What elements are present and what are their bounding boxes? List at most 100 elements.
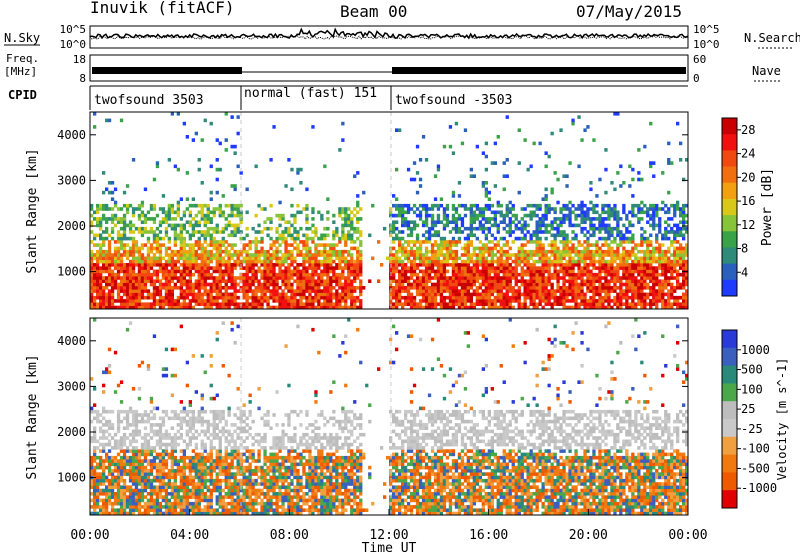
heatmap-cell bbox=[368, 279, 372, 283]
heatmap-cell bbox=[284, 259, 288, 264]
heatmap-cell bbox=[404, 203, 408, 208]
heatmap-cell bbox=[105, 220, 109, 224]
heatmap-cell bbox=[102, 302, 106, 306]
heatmap-cell bbox=[595, 217, 599, 221]
heatmap-cell bbox=[649, 305, 653, 309]
heatmap-cell bbox=[481, 289, 485, 293]
heatmap-cell bbox=[110, 213, 115, 218]
heatmap-cell bbox=[146, 246, 151, 251]
heatmap-cell bbox=[415, 233, 420, 238]
heatmap-cell bbox=[344, 276, 348, 280]
heatmap-cell bbox=[227, 276, 231, 280]
heatmap-cell bbox=[326, 253, 330, 257]
heatmap-cell bbox=[667, 279, 671, 283]
heatmap-cell bbox=[595, 226, 599, 231]
heatmap-cell bbox=[673, 295, 677, 300]
heatmap-cell bbox=[122, 501, 127, 506]
heatmap-cell bbox=[323, 272, 327, 277]
heatmap-cell bbox=[568, 223, 572, 228]
heatmap-cell bbox=[502, 249, 506, 254]
heatmap-cell bbox=[430, 276, 435, 280]
heatmap-cell bbox=[685, 305, 688, 309]
heatmap-cell bbox=[233, 286, 237, 290]
heatmap-cell bbox=[595, 194, 599, 198]
heatmap-cell bbox=[350, 217, 354, 221]
heatmap-cell bbox=[257, 279, 261, 283]
heatmap-cell bbox=[616, 217, 620, 221]
heatmap-cell bbox=[140, 295, 145, 300]
heatmap-cell bbox=[155, 276, 160, 280]
heatmap-cell bbox=[535, 220, 539, 224]
heatmap-cell bbox=[406, 282, 411, 287]
heatmap-cell bbox=[499, 220, 503, 224]
heatmap-cell bbox=[134, 240, 139, 244]
heatmap-cell bbox=[502, 266, 506, 270]
heatmap-cell bbox=[119, 240, 124, 244]
heatmap-cell bbox=[323, 295, 327, 300]
heatmap-cell bbox=[93, 403, 97, 407]
heatmap-cell bbox=[445, 276, 450, 280]
heatmap-cell bbox=[305, 233, 309, 238]
heatmap-cell bbox=[607, 207, 611, 211]
heatmap-cell bbox=[161, 236, 166, 241]
heatmap-cell bbox=[110, 446, 115, 450]
heatmap-cell bbox=[272, 299, 276, 303]
heatmap-cell bbox=[119, 207, 124, 211]
heatmap-cell bbox=[215, 240, 219, 244]
heatmap-cell bbox=[338, 253, 342, 257]
heatmap-cell bbox=[344, 282, 348, 287]
heatmap-cell bbox=[676, 305, 680, 309]
heatmap-cell bbox=[559, 299, 563, 303]
heatmap-cell bbox=[263, 226, 267, 231]
heatmap-cell bbox=[102, 269, 106, 274]
heatmap-cell bbox=[517, 295, 521, 300]
heatmap-cell bbox=[604, 295, 608, 300]
heatmap-cell bbox=[239, 259, 243, 264]
heatmap-cell bbox=[260, 302, 264, 306]
heatmap-cell bbox=[487, 289, 491, 293]
heatmap-cell bbox=[637, 279, 641, 283]
heatmap-cell bbox=[134, 302, 139, 306]
heatmap-cell bbox=[102, 469, 106, 473]
heatmap-cell bbox=[583, 217, 587, 221]
heatmap-cell bbox=[176, 269, 180, 274]
heatmap-cell bbox=[577, 263, 581, 267]
heatmap-cell bbox=[556, 217, 560, 221]
heatmap-cell bbox=[347, 269, 351, 274]
heatmap-cell bbox=[643, 236, 647, 241]
heatmap-cell bbox=[203, 253, 207, 257]
heatmap-cell bbox=[335, 299, 339, 303]
heatmap-cell bbox=[99, 233, 103, 238]
heatmap-cell bbox=[484, 243, 488, 247]
heatmap-cell bbox=[122, 279, 127, 283]
heatmap-cell bbox=[203, 213, 207, 218]
heatmap-cell bbox=[242, 259, 246, 264]
heatmap-cell bbox=[116, 217, 121, 221]
range-tick-label: 3000 bbox=[57, 173, 86, 187]
heatmap-cell bbox=[221, 240, 225, 244]
heatmap-cell bbox=[137, 305, 142, 309]
heatmap-cell bbox=[643, 263, 647, 267]
heatmap-cell bbox=[472, 213, 476, 218]
heatmap-cell bbox=[511, 203, 515, 208]
heatmap-cell bbox=[90, 406, 94, 411]
heatmap-cell bbox=[329, 295, 333, 300]
heatmap-cell bbox=[535, 233, 539, 238]
heatmap-cell bbox=[320, 236, 324, 241]
heatmap-cell bbox=[320, 279, 324, 283]
heatmap-cell bbox=[299, 305, 303, 309]
heatmap-cell bbox=[619, 299, 623, 303]
heatmap-cell bbox=[302, 207, 306, 211]
heatmap-cell bbox=[90, 305, 94, 309]
heatmap-cell bbox=[341, 249, 345, 254]
heatmap-cell bbox=[685, 203, 688, 208]
heatmap-cell bbox=[401, 302, 405, 306]
heatmap-cell bbox=[116, 220, 121, 224]
heatmap-cell bbox=[460, 272, 465, 277]
heatmap-cell bbox=[128, 505, 133, 509]
heatmap-cell bbox=[281, 213, 285, 218]
heatmap-cell bbox=[239, 236, 243, 241]
heatmap-cell bbox=[341, 121, 345, 126]
heatmap-cell bbox=[152, 302, 157, 306]
